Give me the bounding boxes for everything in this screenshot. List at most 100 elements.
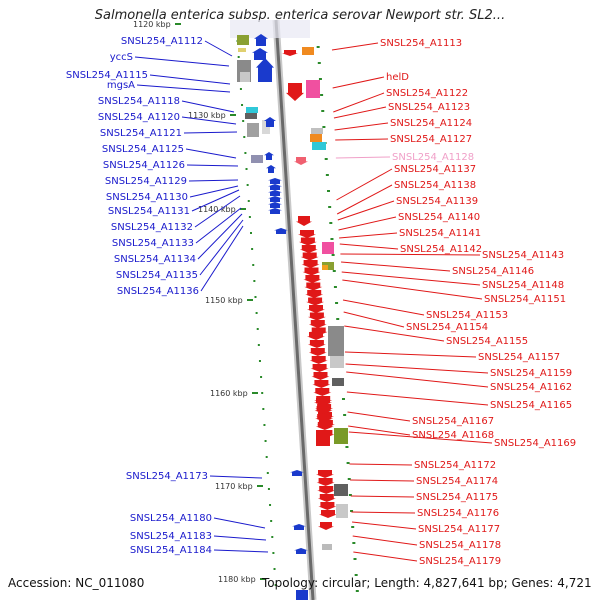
- forward-gene-arrow[interactable]: [268, 202, 282, 208]
- reverse-gene-arrow[interactable]: [314, 398, 332, 406]
- gene-label-SNSL254_A1131[interactable]: SNSL254_A1131: [108, 206, 190, 217]
- forward-gene-arrow[interactable]: [264, 117, 276, 127]
- reverse-gene-arrow[interactable]: [308, 348, 327, 356]
- gene-box-yellow[interactable]: [238, 48, 246, 52]
- forward-gene-arrow[interactable]: [252, 48, 268, 60]
- reverse-gene-arrow[interactable]: [316, 478, 335, 486]
- forward-gene-arrow[interactable]: [268, 196, 282, 202]
- gene-label-SNSL254_A1128[interactable]: SNSL254_A1128: [392, 152, 474, 163]
- gene-box-olive[interactable]: [237, 35, 249, 45]
- reverse-gene-arrow[interactable]: [286, 83, 304, 101]
- gene-label-SNSL254_A1174[interactable]: SNSL254_A1174: [416, 476, 498, 487]
- gene-label-SNSL254_A1155[interactable]: SNSL254_A1155: [446, 336, 528, 347]
- reverse-gene-arrow[interactable]: [307, 340, 326, 348]
- gene-label-SNSL254_A1159[interactable]: SNSL254_A1159: [490, 368, 572, 379]
- gene-box-gray3[interactable]: [328, 326, 344, 356]
- gene-box-light[interactable]: [311, 128, 323, 134]
- gene-label-SNSL254_A1120[interactable]: SNSL254_A1120: [98, 112, 180, 123]
- reverse-gene-arrow[interactable]: [305, 290, 324, 298]
- reverse-gene-arrow[interactable]: [319, 510, 337, 518]
- gene-label-mgsA[interactable]: mgsA: [107, 80, 135, 91]
- gene-label-SNSL254_A1123[interactable]: SNSL254_A1123: [388, 102, 470, 113]
- gene-label-SNSL254_A1148[interactable]: SNSL254_A1148: [482, 280, 564, 291]
- forward-gene-arrow[interactable]: [266, 165, 276, 173]
- reverse-gene-arrow[interactable]: [304, 282, 323, 291]
- gene-label-SNSL254_A1139[interactable]: SNSL254_A1139: [396, 196, 478, 207]
- reverse-gene-arrow[interactable]: [310, 364, 329, 372]
- gene-box-pale2[interactable]: [322, 544, 332, 550]
- reverse-gene-arrow[interactable]: [298, 230, 316, 238]
- reverse-gene-arrow[interactable]: [306, 297, 325, 306]
- gene-label-SNSL254_A1137[interactable]: SNSL254_A1137: [394, 164, 476, 175]
- forward-gene-arrow[interactable]: [274, 228, 288, 234]
- reverse-gene-arrow[interactable]: [303, 275, 322, 283]
- gene-label-SNSL254_A1184[interactable]: SNSL254_A1184: [130, 545, 212, 556]
- reverse-gene-arrow[interactable]: [282, 50, 298, 56]
- reverse-gene-arrow[interactable]: [308, 320, 327, 328]
- gene-label-SNSL254_A1165[interactable]: SNSL254_A1165: [490, 400, 572, 411]
- reverse-gene-arrow[interactable]: [312, 380, 331, 388]
- gene-box-orange3[interactable]: [322, 265, 328, 270]
- gene-box-blue[interactable]: [296, 590, 308, 600]
- gene-box-slate[interactable]: [251, 155, 263, 163]
- forward-gene-arrow[interactable]: [268, 208, 282, 214]
- gene-box-magenta[interactable]: [306, 80, 320, 98]
- gene-label-SNSL254_A1167[interactable]: SNSL254_A1167: [412, 416, 494, 427]
- gene-label-SNSL254_A1141[interactable]: SNSL254_A1141: [399, 228, 481, 239]
- gene-label-SNSL254_A1162[interactable]: SNSL254_A1162: [490, 382, 572, 393]
- reverse-gene-arrow[interactable]: [309, 356, 328, 364]
- gene-label-SNSL254_A1172[interactable]: SNSL254_A1172: [414, 460, 496, 471]
- gene-label-SNSL254_A1132[interactable]: SNSL254_A1132: [111, 222, 193, 233]
- reverse-gene-arrow[interactable]: [313, 388, 332, 396]
- gene-label-SNSL254_A1178[interactable]: SNSL254_A1178: [419, 540, 501, 551]
- reverse-gene-arrow[interactable]: [318, 522, 334, 530]
- forward-gene-arrow[interactable]: [268, 190, 282, 196]
- gene-label-SNSL254_A1153[interactable]: SNSL254_A1153: [426, 310, 508, 321]
- gene-box-dark2[interactable]: [332, 378, 344, 386]
- gene-label-SNSL254_A1112[interactable]: SNSL254_A1112: [121, 36, 203, 47]
- gene-label-SNSL254_A1118[interactable]: SNSL254_A1118: [98, 96, 180, 107]
- reverse-gene-arrow[interactable]: [294, 157, 308, 165]
- reverse-gene-arrow[interactable]: [315, 414, 334, 422]
- gene-box-magenta2[interactable]: [322, 242, 334, 254]
- reverse-gene-arrow[interactable]: [300, 252, 319, 261]
- gene-label-SNSL254_A1154[interactable]: SNSL254_A1154: [406, 322, 488, 333]
- gene-box-dark[interactable]: [245, 113, 257, 119]
- gene-label-SNSL254_A1180[interactable]: SNSL254_A1180: [130, 513, 212, 524]
- gene-label-SNSL254_A1175[interactable]: SNSL254_A1175: [416, 492, 498, 503]
- gene-label-SNSL254_A1151[interactable]: SNSL254_A1151: [484, 294, 566, 305]
- reverse-gene-arrow[interactable]: [314, 406, 333, 414]
- gene-box-orange2[interactable]: [310, 134, 322, 142]
- forward-gene-arrow[interactable]: [268, 178, 282, 184]
- reverse-gene-arrow[interactable]: [307, 332, 325, 340]
- reverse-gene-arrow[interactable]: [311, 372, 330, 380]
- gene-box-cyan2[interactable]: [312, 142, 326, 150]
- gene-label-SNSL254_A1133[interactable]: SNSL254_A1133: [112, 238, 194, 249]
- gene-box-lightgray[interactable]: [240, 72, 250, 82]
- gene-box-lightgray2[interactable]: [330, 356, 344, 368]
- forward-gene-arrow[interactable]: [254, 34, 268, 46]
- gene-box-orange[interactable]: [302, 47, 314, 55]
- reverse-gene-arrow[interactable]: [298, 237, 317, 246]
- gene-label-SNSL254_A1140[interactable]: SNSL254_A1140: [398, 212, 480, 223]
- gene-label-helD[interactable]: helD: [386, 72, 409, 83]
- gene-label-SNSL254_A1122[interactable]: SNSL254_A1122: [386, 88, 468, 99]
- gene-features[interactable]: [237, 34, 348, 600]
- reverse-gene-arrow[interactable]: [307, 312, 326, 321]
- gene-label-SNSL254_A1125[interactable]: SNSL254_A1125: [102, 144, 184, 155]
- gene-label-SNSL254_A1134[interactable]: SNSL254_A1134: [114, 254, 196, 265]
- gene-box-lightgray3[interactable]: [336, 504, 348, 518]
- reverse-gene-arrow[interactable]: [318, 502, 337, 510]
- gene-label-SNSL254_A1142[interactable]: SNSL254_A1142: [400, 244, 482, 255]
- gene-label-SNSL254_A1168[interactable]: SNSL254_A1168: [412, 430, 494, 441]
- gene-label-SNSL254_A1146[interactable]: SNSL254_A1146: [452, 266, 534, 277]
- reverse-gene-arrow[interactable]: [302, 267, 321, 276]
- reverse-gene-arrow[interactable]: [317, 494, 336, 502]
- forward-gene-arrow[interactable]: [268, 184, 282, 190]
- reverse-gene-arrow[interactable]: [296, 216, 312, 226]
- gene-label-SNSL254_A1157[interactable]: SNSL254_A1157: [478, 352, 560, 363]
- gene-box-cyan[interactable]: [246, 107, 258, 113]
- forward-gene-arrow[interactable]: [292, 524, 306, 530]
- gene-label-yccS[interactable]: yccS: [110, 52, 133, 63]
